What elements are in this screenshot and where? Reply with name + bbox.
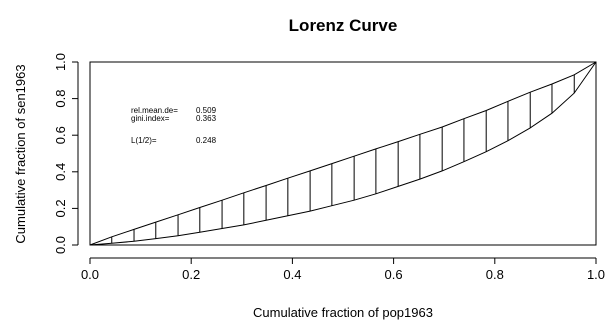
upper-curve — [89, 61, 597, 246]
x-tick-label: 0.4 — [283, 267, 301, 282]
stat-value: 0.248 — [196, 136, 217, 145]
stats-annotations: rel.mean.de= 0.509 gini.index= 0.363 L(1/2)=… — [131, 106, 217, 145]
x-tick-label: 0.8 — [486, 267, 504, 282]
y-tick-label: 0.6 — [53, 126, 68, 144]
x-tick-label: 0.0 — [81, 267, 99, 282]
y-tick-label: 0.4 — [53, 163, 68, 181]
stat-label: gini.index= — [131, 114, 170, 123]
chart-title: Lorenz Curve — [289, 16, 398, 35]
lorenz-curve — [89, 61, 597, 246]
difference-bars-group — [111, 74, 575, 244]
plot-frame — [89, 61, 597, 246]
stat-value: 0.509 — [196, 106, 217, 115]
y-tick-label: 0.0 — [53, 236, 68, 254]
y-axis-title: Cumulative fraction of sen1963 — [13, 64, 28, 243]
y-axis: 0.0 0.2 0.4 0.6 0.8 1.0 — [53, 53, 79, 254]
x-axis: 0.0 0.2 0.4 0.6 0.8 1.0 — [81, 257, 605, 282]
curves-group — [89, 61, 597, 246]
stat-value: 0.363 — [196, 114, 217, 123]
x-tick-label: 0.6 — [385, 267, 403, 282]
y-tick-label: 0.8 — [53, 90, 68, 108]
x-tick-label: 1.0 — [587, 267, 605, 282]
x-tick-label: 0.2 — [182, 267, 200, 282]
stat-label: L(1/2)= — [131, 136, 157, 145]
y-tick-label: 0.2 — [53, 199, 68, 217]
stat-label: rel.mean.de= — [131, 106, 178, 115]
x-axis-title: Cumulative fraction of pop1963 — [253, 305, 433, 320]
y-tick-label: 1.0 — [53, 53, 68, 71]
